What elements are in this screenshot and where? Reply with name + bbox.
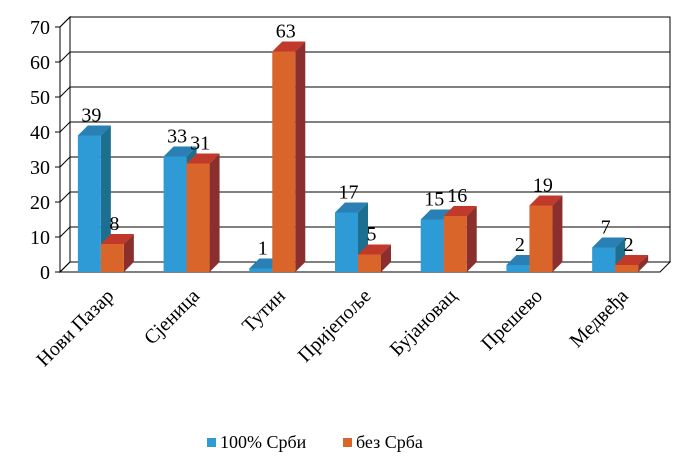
- bar-front: [272, 51, 296, 272]
- bar-front: [335, 212, 358, 272]
- bar-1-6: [615, 255, 649, 272]
- data-label-0-4: 15: [424, 189, 444, 211]
- data-label-1-1: 31: [190, 133, 210, 155]
- data-label-0-0: 39: [81, 105, 101, 127]
- bar-0-3: [335, 202, 368, 272]
- y-tick-label: 50: [30, 87, 50, 109]
- bar-top: [186, 153, 220, 164]
- category-label-3: Пријепоље: [294, 285, 376, 367]
- data-label-1-4: 16: [447, 185, 467, 207]
- bar-top: [77, 125, 111, 136]
- bar-front: [443, 216, 467, 272]
- category-label-4: Бујановац: [386, 285, 462, 361]
- data-label-1-3: 5: [367, 224, 377, 246]
- category-label-5: Прешево: [477, 285, 547, 355]
- category-label-2: Тутин: [238, 285, 290, 337]
- bar-top: [163, 146, 197, 157]
- y-tick-label: 10: [30, 227, 50, 249]
- data-label-1-6: 2: [624, 234, 634, 256]
- bar-side: [638, 255, 649, 272]
- bar-side: [466, 206, 477, 272]
- bar-1-0: [100, 234, 134, 272]
- gridline: [59, 86, 670, 98]
- bar-top: [592, 237, 626, 248]
- y-axis-ticks: 0 10 20 30 40 50 60 70: [30, 17, 660, 284]
- data-label-1-0: 8: [109, 213, 119, 235]
- y-tick-label: 30: [30, 157, 50, 179]
- bar-0-0: [77, 125, 111, 272]
- bar-front: [592, 247, 616, 272]
- category-label-0: Нови Пазар: [32, 285, 118, 371]
- bar-side: [552, 195, 563, 272]
- category-label-6: Медвеђа: [565, 285, 632, 352]
- gridline: [59, 121, 670, 133]
- bar-front: [100, 244, 124, 272]
- y-tick-label: 0: [40, 262, 50, 284]
- data-label-0-6: 7: [601, 217, 611, 239]
- y-tick-label: 40: [30, 122, 50, 144]
- bar-top: [335, 202, 368, 213]
- bar-top: [358, 244, 391, 255]
- category-label-1: Сјеница: [140, 285, 204, 349]
- bar-1-4: [443, 206, 477, 272]
- bar-front: [77, 135, 101, 272]
- bar-side: [209, 153, 220, 272]
- legend-label-100-srbi: 100% Срби: [220, 432, 307, 452]
- bar-side: [295, 41, 306, 272]
- y-tick-label: 20: [30, 192, 50, 214]
- bar-top: [272, 41, 306, 52]
- data-label-0-5: 2: [515, 234, 525, 256]
- bar-side: [381, 244, 391, 272]
- data-label-0-3: 17: [339, 182, 359, 204]
- bar-top: [615, 255, 649, 265]
- bar-1-2: [272, 41, 306, 272]
- bar-top: [100, 234, 134, 244]
- x-axis-categories: Нови Пазар Сјеница Тутин Пријепоље Бујановац…: [32, 285, 632, 371]
- bar-top: [443, 206, 477, 216]
- data-label-0-2: 1: [258, 238, 268, 260]
- bar-front: [358, 254, 381, 272]
- data-label-1-2: 63: [276, 21, 296, 43]
- y-tick-label: 60: [30, 52, 50, 74]
- gridline: [59, 191, 670, 203]
- gridline: [59, 16, 670, 28]
- legend-label-bez-srba: без Срба: [356, 432, 423, 452]
- bar-front: [249, 268, 273, 272]
- bar-1-1: [186, 153, 220, 272]
- legend-swatch-100-srbi: [207, 438, 216, 447]
- bar-front: [163, 156, 187, 272]
- legend: 100% Срби без Срба: [207, 432, 423, 452]
- legend-swatch-bez-srba: [343, 438, 352, 447]
- bar-front: [506, 265, 530, 272]
- y-tick-label: 70: [30, 17, 50, 39]
- bar-side: [100, 125, 111, 272]
- gridline: [59, 156, 670, 168]
- bar-front: [529, 205, 553, 272]
- data-label-0-1: 33: [167, 126, 187, 148]
- bar-1-5: [529, 195, 563, 272]
- bar-top: [529, 195, 563, 206]
- gridline: [59, 51, 670, 63]
- bar-side: [123, 234, 134, 272]
- bar-front: [186, 163, 210, 272]
- bar-1-3: [358, 244, 391, 272]
- side-wall: [59, 15, 71, 274]
- bar-front: [420, 219, 444, 272]
- bars: [77, 41, 649, 272]
- data-label-1-5: 19: [533, 175, 553, 197]
- bar-front: [615, 265, 639, 272]
